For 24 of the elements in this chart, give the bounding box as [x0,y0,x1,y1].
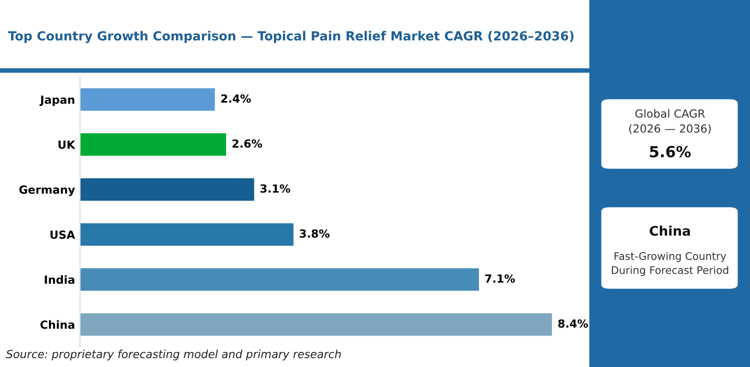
data-label: 8.4% [558,319,588,328]
text: Global CAGR (2026 — 2036) [629,109,711,134]
y-tick-label: UK [58,140,76,149]
bar [80,178,254,201]
y-tick-label: Germany [19,185,75,196]
bar [80,133,226,156]
data-label: 2.6% [232,139,262,148]
bar [80,223,294,246]
y-tick-label: India [44,275,74,284]
data-label: 7.1% [485,274,515,283]
bar [80,88,215,111]
bar [80,313,552,336]
data-label: 3.1% [260,184,290,193]
source-note: Source: proprietary forecasting model and primary research [6,350,341,360]
text: China [650,226,690,236]
chart-title: Top Country Growth Comparison — Topical Pain Relief Market CAGR (2026–2036) [8,30,574,44]
bar [80,268,479,291]
y-tick-label: China [40,320,74,329]
data-label: 3.8% [300,229,330,238]
text: 5.6% [650,146,691,158]
text: Fast-Growing Country During Forecast Period [612,252,728,276]
data-label: 2.4% [221,94,251,103]
y-tick-label: Japan [40,96,74,106]
y-tick-label: USA [50,230,76,239]
